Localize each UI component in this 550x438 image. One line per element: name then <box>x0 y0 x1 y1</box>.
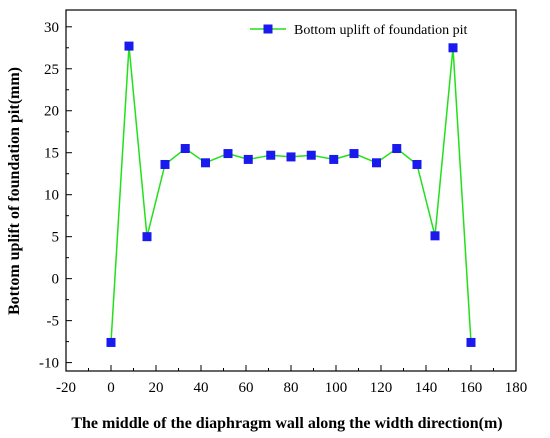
x-tick-label: 40 <box>194 380 209 396</box>
y-tick-label: 10 <box>44 188 59 204</box>
x-tick-label: -20 <box>56 380 76 396</box>
data-point <box>266 150 276 160</box>
y-tick-label: 25 <box>44 62 59 78</box>
data-point <box>372 158 381 168</box>
x-tick-label: 160 <box>460 380 483 396</box>
data-point <box>306 150 316 160</box>
series-layer <box>106 41 476 347</box>
data-point <box>466 337 476 347</box>
data-point <box>286 152 296 162</box>
data-point <box>349 149 359 159</box>
data-point <box>448 43 458 53</box>
y-tick-label: 0 <box>52 272 60 288</box>
data-point <box>201 158 210 168</box>
y-axis-title: Bottom uplift of foundation pit(mm) <box>6 67 23 315</box>
plot-frame <box>65 9 517 372</box>
x-tick-label: 180 <box>505 380 528 396</box>
legend-marker <box>263 24 273 34</box>
y-tick-label: 30 <box>44 20 59 36</box>
data-point <box>430 231 440 241</box>
data-point <box>329 154 339 164</box>
legend: Bottom uplift of foundation pit <box>250 23 468 38</box>
y-tick-label: 5 <box>52 230 60 246</box>
data-point <box>142 232 152 242</box>
data-point <box>180 144 190 154</box>
data-point <box>223 149 233 159</box>
legend-label: Bottom uplift of foundation pit <box>294 23 468 38</box>
data-point <box>243 154 253 164</box>
y-tick-label: 15 <box>44 146 59 162</box>
series-line <box>110 46 472 343</box>
x-axis-title: The middle of the diaphragm wall along t… <box>71 415 502 432</box>
y-tick-labels: -10 -5 0 5 10 15 20 25 30 <box>39 20 59 372</box>
x-tick-label: 80 <box>284 380 299 396</box>
x-tick-label: 60 <box>239 380 254 396</box>
data-point <box>412 159 422 169</box>
x-tick-label: 100 <box>325 380 348 396</box>
x-tick-labels: -20 0 20 40 60 80 100 120 140 160 180 <box>56 380 527 396</box>
axis-ticks <box>65 26 517 371</box>
x-tick-label: 140 <box>415 380 438 396</box>
y-tick-label: -5 <box>47 314 60 330</box>
data-point <box>392 144 402 154</box>
data-point <box>160 159 170 169</box>
x-tick-label: 120 <box>370 380 393 396</box>
x-tick-label: 0 <box>107 380 115 396</box>
data-point <box>106 337 116 347</box>
y-tick-label: -10 <box>39 356 59 372</box>
data-point <box>124 41 134 51</box>
x-tick-label: 20 <box>149 380 164 396</box>
y-tick-label: 20 <box>44 104 59 120</box>
